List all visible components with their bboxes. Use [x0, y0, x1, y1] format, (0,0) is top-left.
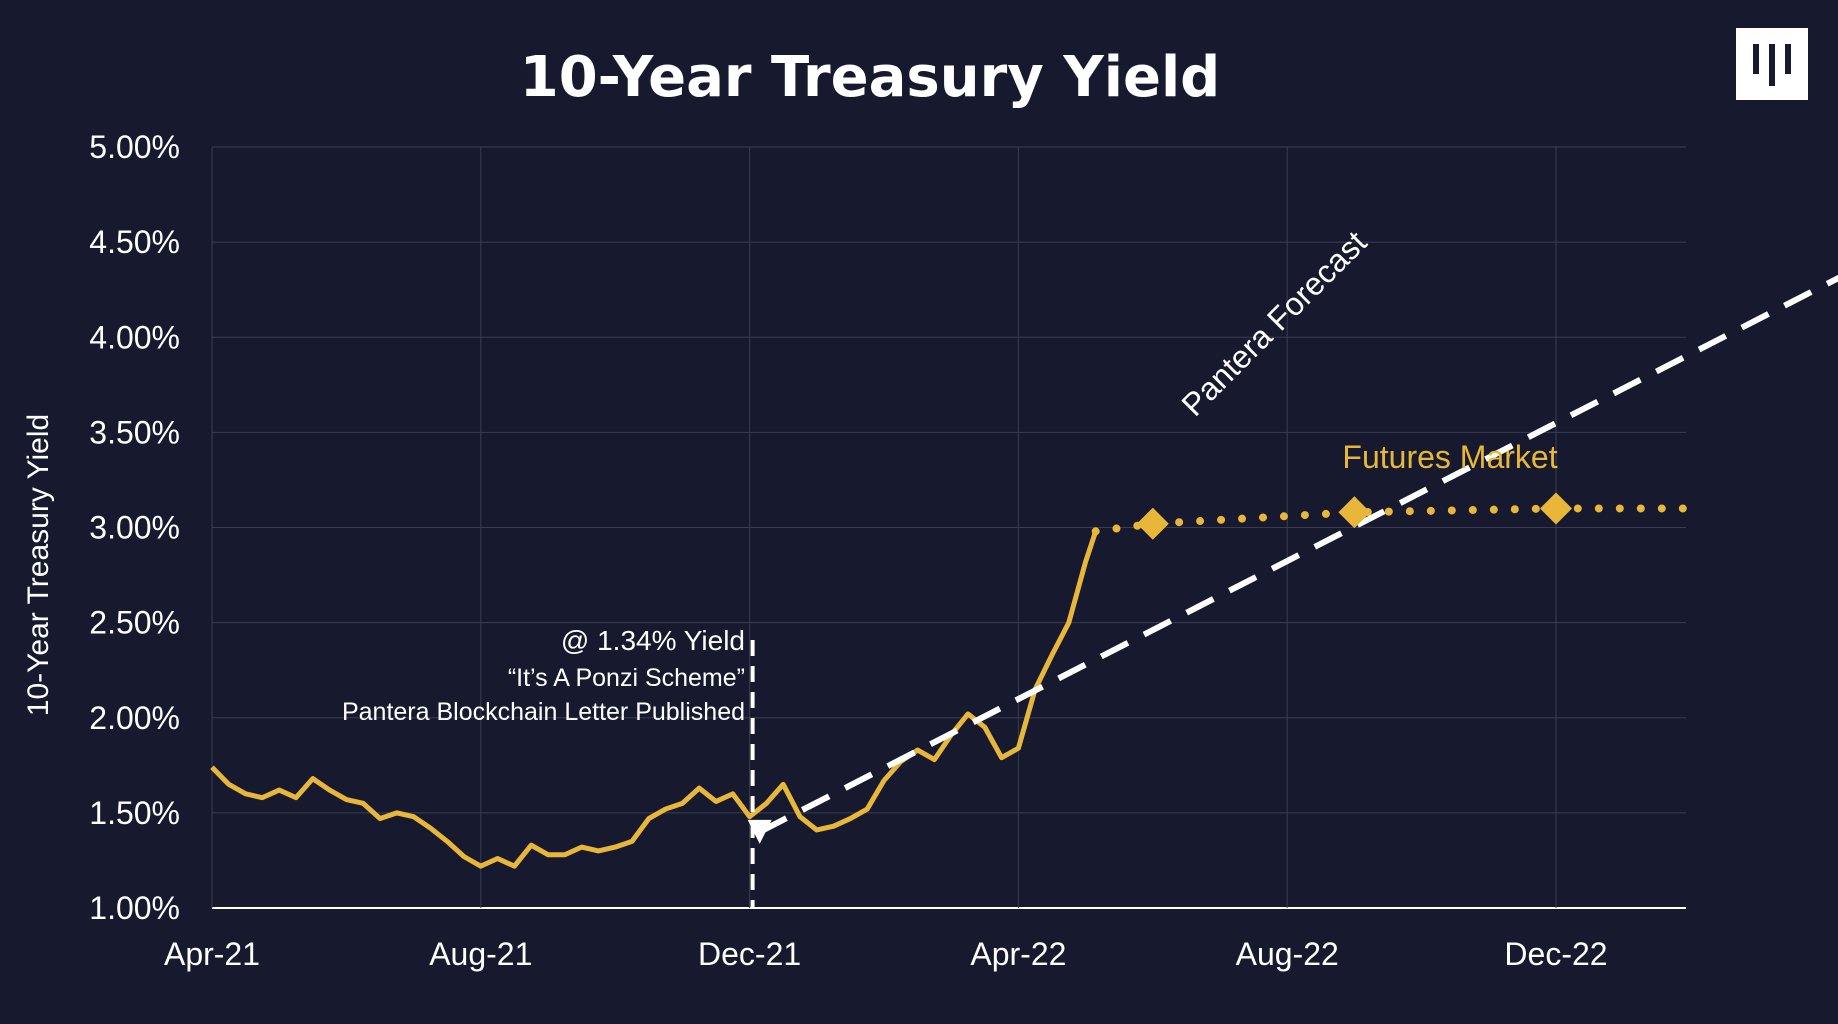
- x-tick-label: Aug-21: [429, 936, 532, 972]
- y-axis-label: 10-Year Treasury Yield: [22, 414, 55, 716]
- futures-diamond-marker: [1540, 492, 1572, 525]
- x-tick-label: Aug-22: [1236, 936, 1339, 972]
- grid: [211, 146, 1686, 909]
- futures-diamond-marker: [1136, 507, 1169, 540]
- series-layer: [210, 274, 1838, 869]
- y-tick-label: 2.50%: [89, 605, 180, 641]
- y-tick-labels: 1.00% 1.50% 2.00% 2.50% 3.00% 3.50% 4.00% 4.50%…: [89, 129, 180, 926]
- futures-line: [1091, 504, 1695, 536]
- x-tick-label: Dec-21: [698, 936, 801, 972]
- futures-diamond-marker: [1338, 496, 1371, 529]
- note-line-3: Pantera Blockchain Letter Published: [342, 698, 745, 726]
- note-line-1: @ 1.34% Yield: [561, 625, 745, 656]
- y-tick-label: 2.00%: [89, 700, 180, 736]
- y-tick-label: 4.50%: [89, 224, 180, 260]
- y-tick-label: 1.00%: [89, 890, 180, 926]
- y-tick-label: 3.00%: [89, 510, 180, 546]
- note-line-2: “It’s A Ponzi Scheme”: [508, 664, 745, 692]
- y-tick-label: 3.50%: [89, 414, 180, 450]
- y-tick-label: 5.00%: [89, 129, 180, 165]
- y-tick-label: 4.00%: [89, 319, 180, 355]
- chart-title: 10-Year Treasury Yield: [520, 45, 1221, 110]
- y-tick-label: 1.50%: [89, 795, 180, 831]
- forecast-line: [758, 274, 1838, 835]
- pantera-bars-icon: [1736, 28, 1808, 100]
- x-tick-label: Dec-22: [1504, 936, 1607, 972]
- x-tick-labels: Apr-21 Aug-21 Dec-21 Apr-22 Aug-22 Dec-22: [164, 936, 1608, 972]
- x-tick-label: Apr-22: [970, 936, 1066, 972]
- futures-label: Futures Market: [1342, 439, 1557, 475]
- x-tick-label: Apr-21: [164, 936, 260, 972]
